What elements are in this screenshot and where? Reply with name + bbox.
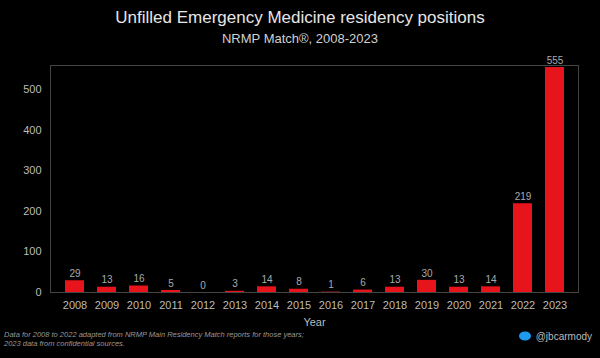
svg-text:300: 300: [23, 164, 41, 176]
svg-text:Year: Year: [303, 316, 326, 328]
html-text:NRMP Match®, 2008-2023: NRMP Match®, 2008-2023: [222, 31, 378, 46]
svg-text:500: 500: [23, 83, 41, 95]
svg-text:100: 100: [23, 245, 41, 257]
svg-text:2012: 2012: [191, 299, 215, 311]
svg-text:14: 14: [485, 274, 497, 285]
svg-text:1: 1: [328, 279, 334, 290]
svg-text:14: 14: [261, 274, 273, 285]
svg-text:16: 16: [133, 273, 145, 284]
html-text:Data for 2008 to 2022 adapted: Data for 2008 to 2022 adapted from NRMP …: [4, 330, 304, 349]
svg-text:0: 0: [200, 280, 206, 291]
svg-text:219: 219: [515, 191, 532, 202]
svg-text:2021: 2021: [479, 299, 503, 311]
svg-text:6: 6: [360, 277, 366, 288]
svg-text:3: 3: [232, 278, 238, 289]
svg-text:2019: 2019: [415, 299, 439, 311]
html-text:Unfilled Emergency Medicine re: Unfilled Emergency Medicine residency po…: [115, 8, 485, 27]
svg-text:5: 5: [168, 278, 174, 289]
svg-text:13: 13: [101, 274, 113, 285]
svg-text:400: 400: [23, 124, 41, 136]
svg-text:2009: 2009: [95, 299, 119, 311]
svg-text:8: 8: [296, 276, 302, 287]
svg-text:29: 29: [69, 268, 81, 279]
svg-text:2023: 2023: [543, 299, 567, 311]
svg-text:2018: 2018: [383, 299, 407, 311]
svg-text:2011: 2011: [159, 299, 183, 311]
svg-text:2016: 2016: [319, 299, 343, 311]
svg-text:13: 13: [389, 274, 401, 285]
svg-text:0: 0: [35, 286, 41, 298]
svg-text:2010: 2010: [127, 299, 151, 311]
svg-text:13: 13: [453, 274, 465, 285]
svg-text:2022: 2022: [511, 299, 535, 311]
svg-text:2008: 2008: [63, 299, 87, 311]
svg-text:2014: 2014: [255, 299, 279, 311]
svg-text:2017: 2017: [351, 299, 375, 311]
svg-text:2020: 2020: [447, 299, 471, 311]
svg-text:555: 555: [547, 55, 564, 66]
svg-text:2013: 2013: [223, 299, 247, 311]
svg-text:30: 30: [421, 268, 433, 279]
svg-text:2015: 2015: [287, 299, 311, 311]
svg-text:200: 200: [23, 205, 41, 217]
html-text:@jbcarmody: @jbcarmody: [535, 330, 592, 342]
